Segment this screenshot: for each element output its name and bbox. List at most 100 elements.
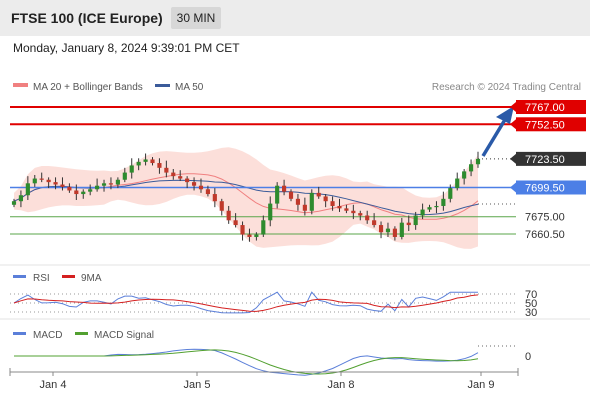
- candle-body: [316, 192, 321, 197]
- macd-line: [14, 348, 479, 376]
- x-tick-label: Jan 9: [468, 379, 495, 391]
- level-label-text: 7723.50: [525, 154, 565, 166]
- rsi-level-label: 70: [525, 289, 537, 301]
- candle-body: [441, 198, 446, 206]
- candle-body: [413, 215, 418, 226]
- candle-body: [275, 185, 280, 204]
- candle-body: [60, 184, 65, 187]
- candle-body: [392, 228, 397, 237]
- candle-body: [219, 201, 224, 211]
- candle-body: [226, 210, 231, 221]
- level-label-pointer: [510, 182, 516, 193]
- x-axis: Jan 4 Jan 5 Jan 8 Jan 9: [9, 368, 519, 391]
- candle-body: [468, 164, 474, 172]
- candle-body: [385, 228, 391, 233]
- candle-body: [171, 172, 176, 177]
- x-tick-label: Jan 8: [328, 379, 355, 391]
- candle-body: [399, 222, 404, 237]
- candle-body: [323, 196, 328, 202]
- candle-body: [372, 220, 377, 226]
- instrument-title: FTSE 100 (ICE Europe): [11, 10, 163, 26]
- candle-body: [11, 201, 17, 205]
- macd-panel: 0: [14, 345, 531, 376]
- candle-body: [53, 182, 58, 185]
- candle-body: [157, 163, 162, 168]
- candle-body: [88, 189, 93, 192]
- ma20-legend-label: MA 20 + Bollinger Bands: [33, 82, 143, 93]
- level-label-box: [516, 100, 586, 114]
- macd-legend-swatch: [13, 332, 26, 335]
- rsi-line: [13, 291, 479, 314]
- candle-body: [295, 198, 301, 205]
- forecast-arrow: [478, 106, 516, 205]
- rsi-ma-line: [13, 294, 479, 312]
- candle-body: [115, 179, 120, 185]
- candle-body: [122, 172, 127, 180]
- level-labels: 7767.00 7752.50 7723.50 7699.50 7675.00 7660.…: [510, 100, 586, 241]
- chart-datetime: Monday, January 8, 2024 9:39:01 PM CET: [13, 41, 240, 55]
- rsi-ma-legend-label: 9MA: [81, 273, 102, 284]
- level-label-box: [516, 151, 586, 166]
- x-tick-label: Jan 4: [40, 379, 67, 391]
- forecast-arrow-shaft: [481, 117, 508, 157]
- macd-zero-label: 0: [525, 351, 531, 363]
- candle-body: [261, 220, 266, 235]
- bollinger-band-area: [14, 147, 478, 249]
- candle-body: [25, 183, 30, 196]
- candle-body: [39, 178, 44, 180]
- candle-body: [101, 183, 107, 186]
- level-label-pointer: [510, 119, 516, 130]
- candle-body: [330, 201, 335, 206]
- candle-body: [178, 176, 183, 179]
- level-label-pointer: [510, 102, 516, 112]
- candle-body: [351, 210, 356, 214]
- candle-body: [129, 165, 134, 173]
- rsi-ma-legend-swatch: [62, 275, 75, 278]
- candle-body: [108, 183, 114, 185]
- rsi-level-label: 30: [525, 307, 537, 319]
- level-label-box: [516, 180, 586, 195]
- candle-body: [448, 188, 453, 199]
- candle-body: [212, 194, 217, 202]
- candle-body: [309, 192, 314, 211]
- rsi-legend-swatch: [13, 275, 26, 278]
- candle-body: [95, 185, 100, 190]
- candle-body: [46, 179, 51, 183]
- ma50-legend-swatch: [155, 84, 170, 87]
- level-label-pointer: [510, 153, 516, 164]
- candle-body: [81, 191, 86, 195]
- candle-body: [462, 171, 467, 179]
- candle-body: [136, 161, 141, 166]
- candle-body: [358, 213, 363, 216]
- candle-body: [288, 191, 294, 199]
- interval-button[interactable]: 30 MIN: [171, 7, 221, 29]
- candle-body: [185, 178, 190, 183]
- candle-body: [302, 204, 307, 211]
- candle-body: [233, 220, 238, 226]
- candle-body: [365, 215, 370, 221]
- x-tick-label: Jan 5: [184, 379, 211, 391]
- candle-body: [268, 203, 273, 221]
- candle-body: [427, 207, 432, 210]
- level-label-text: 7752.50: [525, 119, 565, 131]
- candle-body: [378, 225, 384, 233]
- candle-body: [455, 178, 460, 189]
- macd-signal-line: [14, 349, 479, 375]
- ma20-legend-swatch: [13, 83, 28, 87]
- candlesticks: [11, 151, 481, 242]
- macd-legend-label: MACD: [33, 330, 62, 341]
- candle-body: [150, 159, 155, 164]
- ma50-legend-label: MA 50: [175, 82, 204, 93]
- candle-body: [191, 182, 197, 186]
- candle-body: [205, 189, 210, 195]
- candle-body: [164, 167, 169, 173]
- bollinger-band: [14, 147, 478, 249]
- candle-body: [344, 208, 349, 211]
- level-label-text: 7767.00: [525, 102, 565, 114]
- candle-body: [143, 159, 148, 162]
- candle-body: [475, 158, 481, 165]
- candle-body: [247, 234, 252, 237]
- level-label-text: 7660.50: [525, 229, 565, 241]
